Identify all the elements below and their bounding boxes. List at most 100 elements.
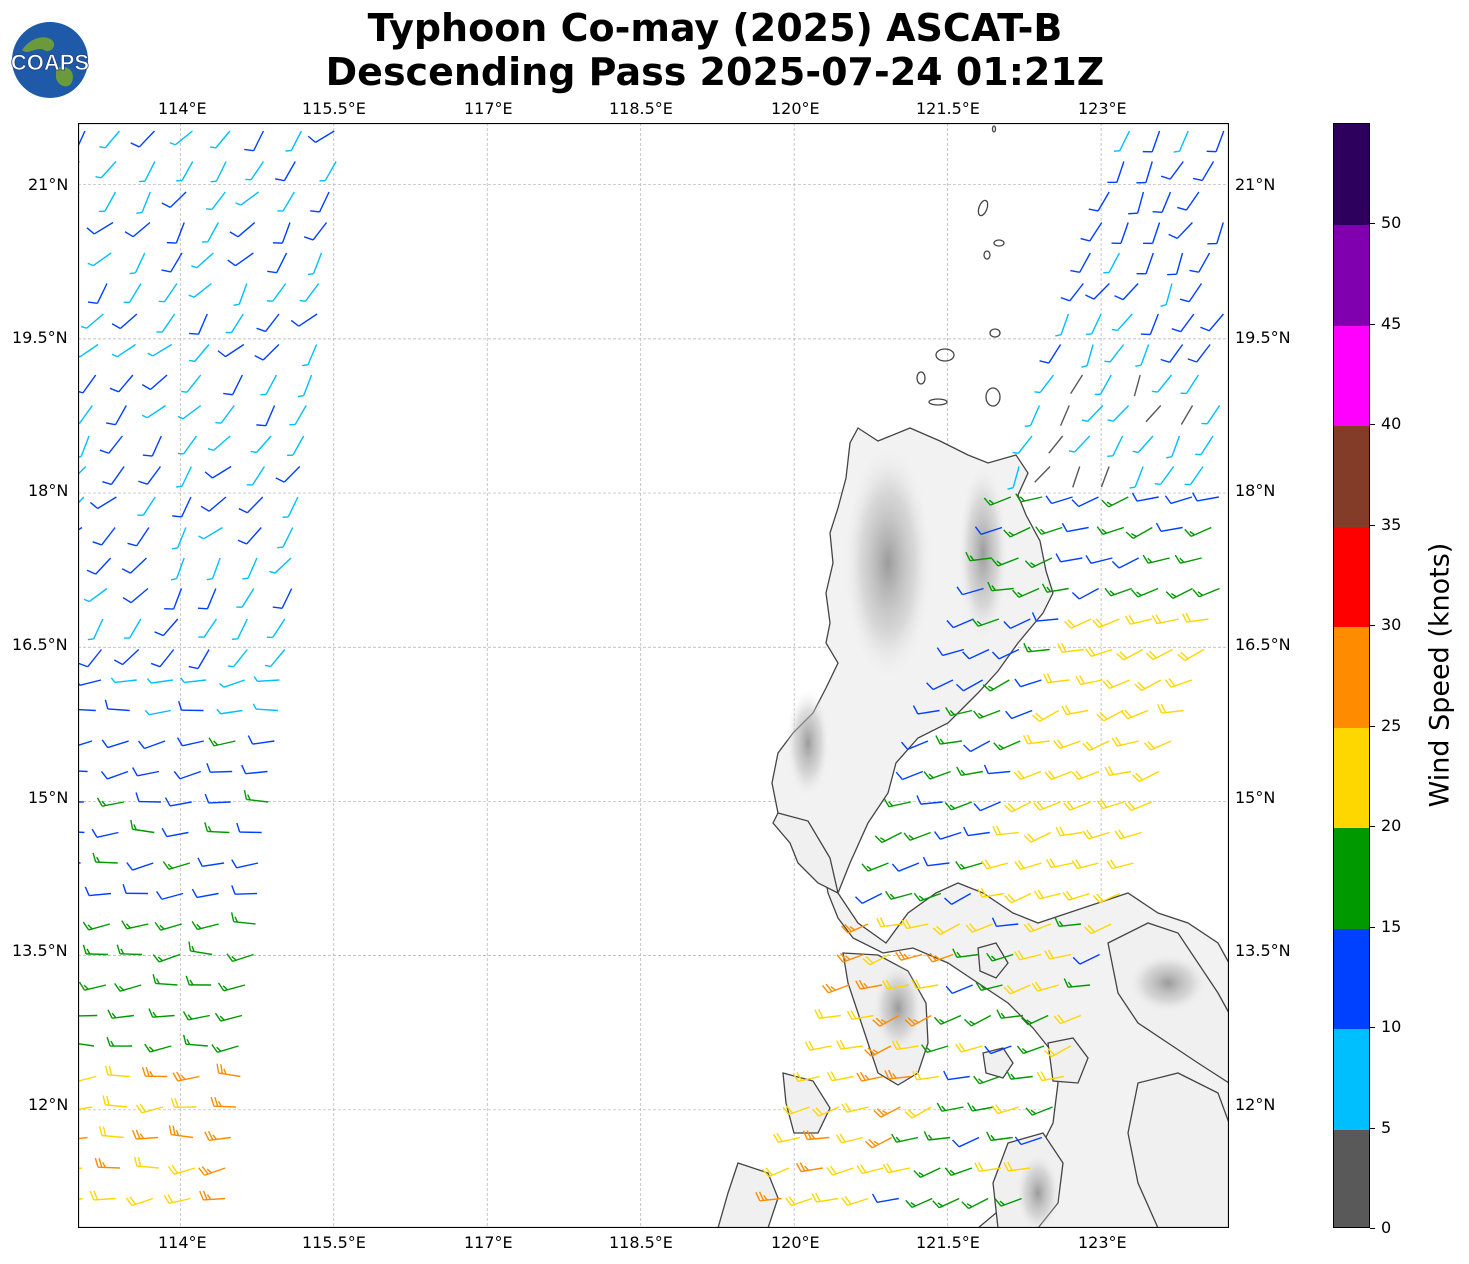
wind-barb bbox=[216, 708, 243, 715]
island-babuyan-4 bbox=[985, 387, 1001, 407]
wind-barb bbox=[181, 374, 202, 393]
wind-barb bbox=[956, 766, 984, 776]
wind-barb bbox=[188, 941, 213, 956]
wind-barb bbox=[891, 1040, 919, 1051]
wind-barb bbox=[814, 1008, 841, 1019]
wind-barb bbox=[207, 435, 231, 452]
wind-barb bbox=[1152, 191, 1172, 214]
wind-barb bbox=[177, 404, 202, 420]
wind-barb bbox=[141, 1066, 168, 1078]
wind-barb bbox=[1053, 1014, 1082, 1025]
wind-barb bbox=[871, 1193, 899, 1203]
wind-barb bbox=[78, 496, 85, 505]
colorbar-tick-label: 50 bbox=[1381, 213, 1402, 233]
wind-barb bbox=[122, 587, 149, 604]
wind-barb bbox=[238, 496, 264, 514]
wind-barb bbox=[206, 191, 226, 211]
wind-barb bbox=[1014, 678, 1042, 688]
wind-barb bbox=[1021, 1014, 1049, 1026]
wind-barb bbox=[836, 952, 864, 963]
wind-barb bbox=[963, 740, 991, 753]
wind-barb bbox=[168, 1125, 194, 1139]
wind-barb bbox=[266, 618, 286, 639]
wind-barb bbox=[936, 1102, 964, 1112]
wind-barb bbox=[1103, 252, 1120, 274]
wind-barb bbox=[1085, 647, 1113, 657]
wind-barb bbox=[1143, 222, 1161, 245]
lon-label-top-123: 123°E bbox=[1078, 99, 1127, 118]
wind-barb bbox=[974, 526, 1003, 535]
wind-barb bbox=[1191, 492, 1219, 502]
wind-barb bbox=[166, 222, 185, 244]
wind-barb bbox=[252, 703, 278, 712]
wind-barb bbox=[1124, 801, 1152, 812]
wind-barb bbox=[177, 700, 204, 712]
wind-barb bbox=[272, 588, 293, 610]
colorbar-tick-mark bbox=[1370, 424, 1375, 426]
wind-barb bbox=[993, 740, 1021, 751]
wind-barb bbox=[1142, 130, 1161, 153]
wind-barb bbox=[1111, 313, 1133, 332]
colorbar-bin-20-25 bbox=[1334, 726, 1369, 829]
wind-barb bbox=[1080, 222, 1103, 242]
wind-barb bbox=[963, 826, 990, 837]
wind-barb bbox=[126, 862, 154, 871]
wind-barb bbox=[1061, 705, 1089, 716]
wind-barb bbox=[137, 496, 156, 517]
wind-barb bbox=[191, 888, 219, 899]
wind-barb bbox=[1107, 435, 1124, 457]
lat-label-right-16.5: 16.5°N bbox=[1235, 635, 1291, 654]
wind-barb bbox=[282, 496, 299, 519]
wind-barb bbox=[983, 764, 1011, 775]
wind-barb bbox=[197, 588, 217, 610]
wind-barb bbox=[912, 1070, 939, 1081]
wind-barb bbox=[782, 1105, 810, 1116]
wind-barb bbox=[1024, 557, 1053, 569]
wind-barb bbox=[981, 859, 1009, 870]
wind-barb bbox=[170, 1098, 197, 1108]
wind-barb bbox=[901, 919, 929, 930]
wind-barb bbox=[132, 767, 160, 777]
lon-label-top-117: 117°E bbox=[464, 99, 513, 118]
wind-barb bbox=[1145, 405, 1162, 423]
wind-barb bbox=[1164, 495, 1193, 505]
lon-label-top-120: 120°E bbox=[771, 99, 820, 118]
wind-barb bbox=[841, 1196, 869, 1207]
wind-barb bbox=[141, 404, 167, 419]
wind-barb bbox=[254, 344, 280, 361]
wind-barb bbox=[1155, 522, 1183, 533]
wind-barb bbox=[121, 920, 149, 930]
lat-label-left-12: 12°N bbox=[28, 1095, 69, 1114]
wind-barb bbox=[299, 283, 320, 302]
wind-barb bbox=[835, 1133, 864, 1144]
wind-barb bbox=[253, 676, 280, 683]
wind-barb bbox=[991, 917, 1019, 928]
wind-barb bbox=[983, 496, 1012, 506]
wind-barb bbox=[1043, 673, 1070, 684]
colorbar-tick-label: 40 bbox=[1381, 414, 1402, 434]
wind-barb bbox=[78, 981, 107, 991]
wind-barb bbox=[1031, 612, 1059, 622]
lon-label-top-114: 114°E bbox=[158, 99, 207, 118]
wind-barb bbox=[982, 679, 1010, 692]
wind-barb bbox=[302, 344, 318, 367]
wind-barb bbox=[785, 1196, 813, 1207]
wind-barb bbox=[147, 343, 173, 357]
wind-barb bbox=[795, 1162, 823, 1173]
wind-barb bbox=[199, 1190, 226, 1201]
wind-barb bbox=[826, 1071, 854, 1082]
wind-barb bbox=[1181, 612, 1209, 623]
wind-barb bbox=[1111, 736, 1139, 747]
wind-barb bbox=[243, 789, 269, 803]
wind-barb bbox=[891, 1133, 919, 1143]
wind-barb bbox=[1035, 526, 1063, 535]
wind-barb bbox=[204, 793, 231, 804]
wind-barb bbox=[846, 1010, 874, 1021]
wind-barb bbox=[204, 1130, 231, 1142]
wind-barb bbox=[1160, 283, 1173, 307]
wind-barb bbox=[1132, 435, 1154, 454]
lon-label-bottom-120: 120°E bbox=[771, 1233, 820, 1252]
wind-barb bbox=[83, 587, 108, 603]
wind-barb bbox=[1094, 374, 1112, 396]
wind-barb bbox=[1039, 344, 1062, 364]
